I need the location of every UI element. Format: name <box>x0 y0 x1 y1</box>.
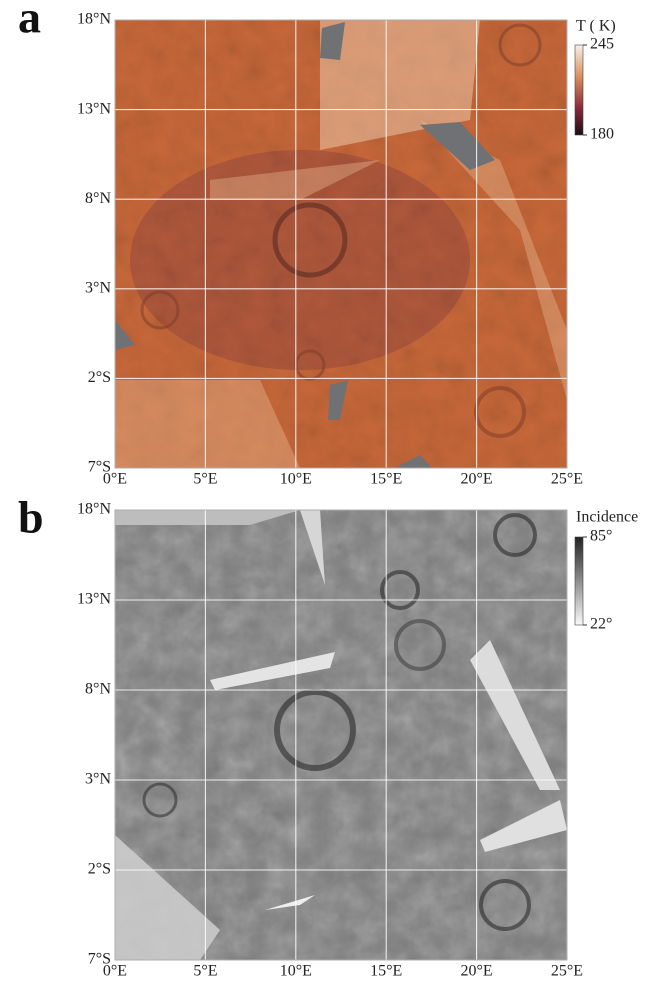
y-tick-label: 7°S <box>88 459 111 476</box>
colorbar-tick-label: 85° <box>590 528 612 545</box>
x-tick-label: 25°E <box>551 471 583 488</box>
map-image <box>115 20 567 468</box>
figure: a0°E5°E10°E15°E20°E25°E18°N13°N8°N3°N2°S… <box>0 0 667 986</box>
y-tick-label: 8°N <box>85 681 111 698</box>
x-tick-label: 25°E <box>551 963 583 980</box>
y-tick-label: 2°S <box>88 369 111 386</box>
x-tick-label: 20°E <box>461 471 493 488</box>
y-tick-label: 3°N <box>85 771 111 788</box>
colorbar-tick-label: 180 <box>590 126 614 143</box>
colorbar <box>575 45 583 135</box>
x-tick-label: 5°E <box>193 471 217 488</box>
colorbar-tick-label: 22° <box>590 616 612 633</box>
y-tick-label: 2°S <box>88 861 111 878</box>
x-tick-label: 15°E <box>370 471 402 488</box>
panel-label: b <box>18 492 44 543</box>
y-tick-label: 18°N <box>77 11 111 28</box>
colorbar-title: T ( K) <box>576 18 616 35</box>
y-tick-label: 7°S <box>88 951 111 968</box>
x-tick-label: 10°E <box>280 471 312 488</box>
y-tick-label: 18°N <box>77 501 111 518</box>
x-tick-label: 15°E <box>370 963 402 980</box>
colorbar-title: Incidence <box>576 509 638 526</box>
colorbar-tick-label: 245 <box>590 36 614 53</box>
y-tick-label: 8°N <box>85 190 111 207</box>
panel-label: a <box>18 0 41 43</box>
x-tick-label: 5°E <box>193 963 217 980</box>
x-tick-label: 10°E <box>280 963 312 980</box>
y-tick-label: 13°N <box>77 591 111 608</box>
colorbar <box>575 537 583 625</box>
x-tick-label: 20°E <box>461 963 493 980</box>
map-image <box>115 510 567 960</box>
y-tick-label: 3°N <box>85 279 111 296</box>
y-tick-label: 13°N <box>77 100 111 117</box>
